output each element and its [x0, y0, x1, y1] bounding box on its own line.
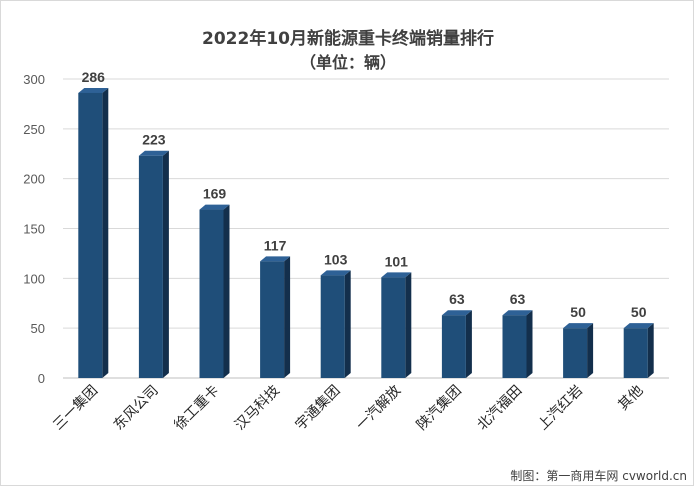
x-tick-label: 三一集团: [50, 382, 102, 434]
bar-front: [78, 92, 103, 378]
bar-front: [320, 275, 345, 378]
bar-side: [162, 150, 169, 378]
x-axis-labels: 三一集团 东风公司 徐工重卡 汉马科技 宇通集团 一汽解放 陕汽集团 北汽福田 上汽红岩 其他: [50, 382, 647, 434]
bar-front: [260, 261, 285, 378]
data-label: 103: [324, 251, 348, 267]
y-axis: 0 50 100 150 200 250 300: [23, 72, 45, 386]
x-tick-label: 北汽福田: [474, 383, 525, 434]
bar-top: [381, 272, 412, 278]
x-tick-label: 宇通集团: [292, 382, 344, 434]
data-label: 50: [570, 304, 586, 320]
bar-top: [563, 323, 594, 329]
bar-side: [344, 270, 351, 378]
chart-title: 2022年10月新能源重卡终端销量排行: [202, 28, 494, 49]
data-label: 286: [82, 69, 106, 85]
bar: [381, 272, 412, 378]
bar-front: [199, 209, 224, 378]
x-tick-label: 陕汽集团: [413, 382, 465, 434]
x-tick-label: 徐工重卡: [171, 383, 222, 434]
data-labels: 286 223 169 117 103 101 63 63 50 50: [82, 69, 647, 320]
bar-front: [563, 328, 588, 378]
x-tick-label: 汉马科技: [232, 383, 283, 434]
bar-side: [223, 204, 230, 378]
credit-text: 制图：第一商用车网 cvworld.cn: [510, 468, 687, 483]
y-tick-label: 0: [38, 371, 45, 386]
bar: [199, 204, 230, 378]
bar: [502, 310, 533, 378]
bar-side: [102, 87, 109, 378]
data-label: 223: [142, 132, 166, 148]
y-tick-label: 100: [23, 271, 45, 286]
data-label: 50: [631, 304, 647, 320]
bar-top: [199, 204, 230, 210]
data-label: 117: [264, 237, 287, 253]
bar-top: [260, 256, 291, 262]
bar-side: [587, 323, 594, 378]
bar-top: [502, 310, 533, 316]
data-label: 63: [510, 291, 526, 307]
x-tick-label: 上汽红岩: [535, 383, 586, 434]
bar-front: [138, 155, 163, 378]
bar-top: [441, 310, 472, 316]
bar: [441, 310, 472, 378]
y-tick-label: 300: [23, 72, 45, 87]
bar-front: [502, 315, 527, 378]
bars: [78, 87, 654, 378]
bar-front: [623, 328, 648, 378]
bar: [320, 270, 351, 378]
bar-side: [465, 310, 472, 378]
data-label: 169: [203, 186, 227, 202]
bar-top: [78, 87, 109, 93]
x-tick-label: 其他: [615, 383, 646, 414]
bar-side: [526, 310, 533, 378]
x-tick-label: 一汽解放: [353, 383, 404, 434]
bar-front: [441, 315, 466, 378]
bar: [623, 323, 654, 378]
y-tick-label: 50: [31, 321, 45, 336]
data-label: 63: [449, 291, 465, 307]
bar-top: [623, 323, 654, 329]
y-tick-label: 200: [23, 172, 45, 187]
chart-subtitle: （单位：辆）: [300, 53, 396, 72]
bar-side: [647, 323, 654, 378]
bar: [563, 323, 594, 378]
data-label: 101: [385, 253, 409, 269]
bar: [78, 87, 109, 378]
y-tick-label: 150: [23, 222, 45, 237]
x-tick-label: 东风公司: [111, 383, 162, 434]
bar-top: [320, 270, 351, 276]
bar-side: [284, 256, 291, 378]
bar-side: [405, 272, 412, 378]
y-tick-label: 250: [23, 122, 45, 137]
bar: [260, 256, 291, 378]
bar-top: [138, 150, 169, 156]
bar: [138, 150, 169, 378]
bar-front: [381, 277, 406, 378]
